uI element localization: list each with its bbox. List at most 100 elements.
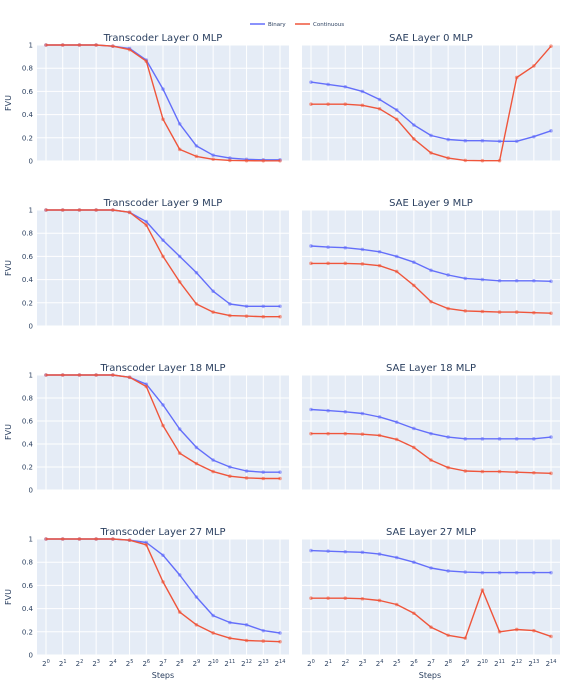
y-tick-label: 1 (29, 42, 33, 50)
data-point (514, 278, 519, 283)
data-point (278, 639, 282, 644)
data-point (377, 598, 382, 603)
data-point (127, 210, 132, 215)
data-point (514, 139, 519, 144)
data-point (211, 613, 215, 618)
data-point (261, 470, 266, 474)
data-point (497, 437, 502, 441)
x-tick-label: 20 (307, 659, 315, 668)
data-point (532, 628, 536, 633)
chart-panel-3: SAE Layer 9 MLP (302, 198, 560, 327)
data-point (161, 238, 165, 242)
x-tick-label: 214 (546, 659, 557, 668)
data-point (278, 470, 282, 474)
data-point (412, 560, 416, 564)
x-tick-label: 23 (92, 659, 100, 668)
data-point (480, 309, 485, 314)
data-point (343, 102, 348, 106)
data-point (261, 476, 266, 481)
data-point (309, 261, 313, 266)
data-point (377, 107, 382, 111)
y-tick-label: 0.8 (22, 230, 33, 238)
chart-panel-2: Transcoder Layer 9 MLP 0 0.2 0.4 0.6 0.8 1 (22, 198, 289, 331)
data-point (497, 570, 502, 575)
data-point (326, 245, 330, 249)
data-point (377, 552, 382, 556)
data-point (161, 553, 165, 558)
x-tick-label: 27 (159, 659, 167, 668)
data-point (111, 373, 115, 377)
y-tick-label: 0.4 (22, 441, 34, 449)
data-point (480, 138, 485, 143)
data-point (446, 435, 450, 439)
data-point (261, 304, 266, 309)
data-point (532, 134, 536, 139)
data-point (194, 461, 199, 466)
data-point (244, 314, 249, 318)
data-point (77, 537, 82, 541)
data-point (144, 59, 149, 64)
data-point (60, 537, 65, 541)
x-tick-label: 28 (176, 659, 184, 668)
data-point (144, 384, 149, 389)
data-point (326, 431, 330, 436)
chart-title: SAE Layer 9 MLP (389, 198, 473, 209)
data-point (497, 158, 502, 163)
x-tick-label: 211 (494, 659, 505, 668)
data-point (261, 639, 266, 643)
data-point (429, 625, 433, 629)
data-point (244, 158, 249, 163)
y-tick-label: 0 (29, 323, 33, 331)
data-point (377, 433, 382, 438)
y-tick-label: 0.6 (22, 253, 34, 261)
y-tick-label: 1 (29, 207, 33, 215)
x-tick-label: 28 (444, 659, 452, 668)
data-point (278, 631, 282, 635)
data-point (360, 89, 365, 94)
y-tick-label: 0.4 (22, 605, 34, 613)
data-point (77, 208, 82, 212)
x-tick-label: 26 (142, 659, 150, 668)
data-point (194, 623, 199, 627)
data-point (480, 437, 485, 441)
legend-continuous-label: Continuous (313, 22, 344, 28)
y-axis-label-row-0: FVU (4, 95, 13, 111)
data-point (549, 435, 553, 439)
y-tick-label: 0 (29, 652, 33, 660)
data-point (394, 437, 399, 442)
data-point (446, 465, 450, 470)
chart-title: Transcoder Layer 9 MLP (103, 198, 223, 209)
data-point (261, 628, 266, 633)
x-tick-label: 22 (76, 659, 84, 668)
data-point (343, 410, 348, 414)
data-point (514, 470, 519, 474)
data-point (394, 254, 399, 259)
data-point (412, 426, 416, 431)
data-point (144, 223, 149, 227)
data-point (394, 108, 399, 112)
data-point (532, 437, 536, 441)
data-point (60, 43, 65, 47)
data-point (326, 549, 330, 553)
y-axis-label-row-1: FVU (4, 260, 13, 276)
data-point (497, 310, 502, 314)
chart-panel-5: SAE Layer 18 MLP (302, 363, 560, 491)
data-point (161, 580, 165, 584)
x-tick-label: 21 (324, 659, 332, 668)
data-point (497, 139, 502, 144)
data-point (194, 445, 199, 450)
data-point (326, 102, 330, 106)
chart-panel-4: Transcoder Layer 18 MLP 0 0.2 0.4 0.6 0.8 1 (22, 363, 289, 495)
data-point (261, 158, 266, 163)
data-point (446, 156, 450, 160)
y-tick-label: 0.6 (22, 582, 34, 590)
data-point (228, 302, 232, 306)
data-point (211, 157, 215, 162)
data-point (309, 431, 313, 436)
data-point (429, 431, 433, 436)
data-point (44, 373, 48, 377)
data-point (429, 151, 433, 155)
data-point (244, 476, 249, 480)
data-point (326, 261, 330, 266)
